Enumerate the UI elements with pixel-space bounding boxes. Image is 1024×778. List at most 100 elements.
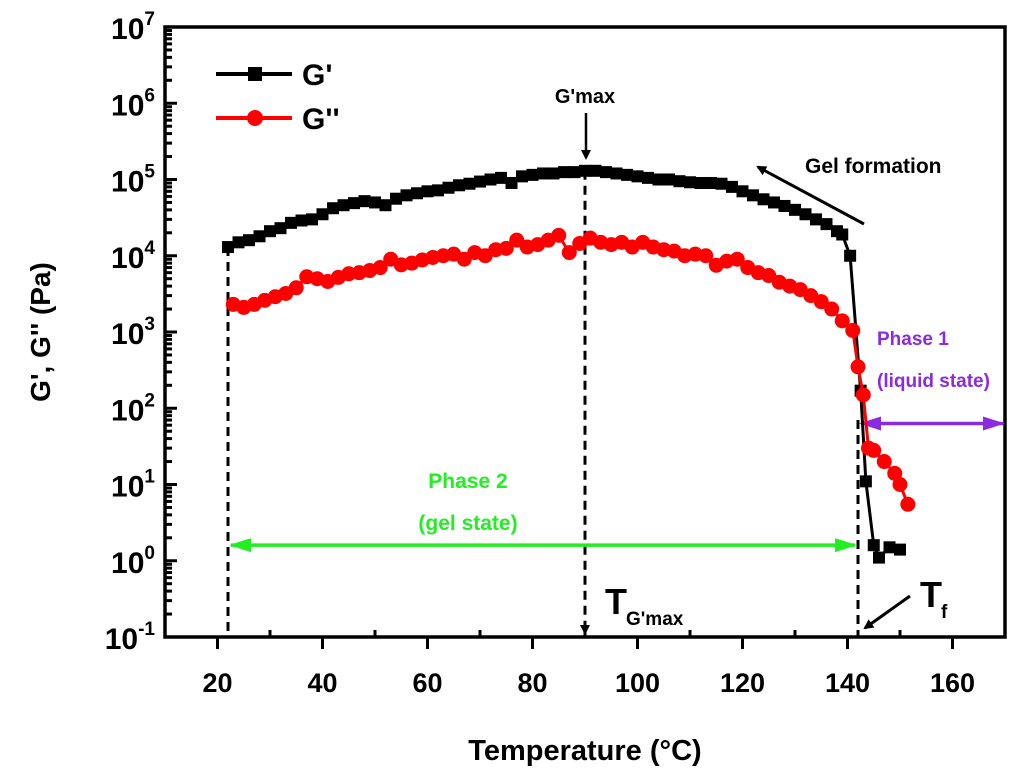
phase1-label: Phase 1	[877, 329, 949, 350]
g-double-prime-point	[372, 260, 388, 276]
g-double-prime-point	[561, 245, 577, 261]
g-prime-point	[411, 187, 423, 200]
y-tick-base: 10	[111, 166, 144, 199]
g-double-prime-point	[834, 313, 850, 329]
y-tick-label: 10-1	[105, 619, 156, 656]
g-prime-point	[379, 199, 392, 212]
gmax-label: G'max	[555, 86, 615, 108]
tf-label: T	[920, 574, 942, 615]
tf-subscript: f	[941, 602, 948, 623]
g-prime-point	[243, 234, 255, 247]
g-prime-point	[348, 197, 360, 210]
g-double-prime-point	[876, 454, 892, 470]
g-prime-point	[694, 176, 707, 189]
y-tick-base: 10	[111, 89, 144, 122]
legend-circle-marker	[247, 110, 263, 126]
y-tick-exponent: -1	[138, 619, 155, 640]
g-prime-point	[631, 170, 644, 183]
g-prime-point	[883, 541, 896, 554]
g-prime-point	[358, 195, 371, 208]
g-prime-point	[610, 167, 623, 180]
g-double-prime-point	[850, 359, 866, 375]
g-prime-point	[867, 539, 880, 552]
g-prime-point	[390, 192, 402, 205]
g-prime-point	[537, 167, 549, 180]
g-prime-point	[799, 208, 812, 221]
g-prime-point	[589, 164, 602, 177]
g-prime-point	[421, 185, 434, 198]
g-prime-point	[526, 168, 539, 181]
g-prime-point	[894, 543, 906, 556]
g-prime-point	[705, 176, 717, 189]
g-double-prime-point	[900, 496, 916, 512]
y-tick-base: 10	[111, 318, 144, 351]
gel-formation-arrow	[756, 165, 865, 226]
g-double-prime-point	[855, 387, 871, 403]
y-tick-exponent: 7	[144, 9, 155, 30]
g-prime-point	[568, 166, 581, 179]
y-tick-exponent: 5	[144, 162, 155, 183]
g-prime-point	[369, 196, 381, 209]
g-prime-point	[859, 475, 872, 488]
g-prime-point	[222, 241, 234, 254]
g-prime-point	[684, 176, 696, 189]
y-tick-base: 10	[111, 471, 144, 504]
phase2-sublabel: (gel state)	[418, 512, 517, 535]
g-prime-point	[484, 173, 497, 186]
x-axis-label: Temperature (°C)	[468, 735, 701, 767]
x-tick-label: 80	[517, 668, 547, 698]
g-prime-point	[789, 203, 801, 216]
g-prime-point	[474, 175, 486, 188]
g-prime-point	[295, 214, 308, 227]
g-prime-point	[463, 177, 476, 190]
g-prime-point	[642, 171, 654, 184]
g-prime-point	[663, 173, 675, 186]
g-prime-point	[453, 179, 465, 192]
g-double-prime-point	[498, 240, 514, 256]
tf-arrow	[863, 594, 911, 630]
g-double-prime-point	[845, 322, 861, 338]
y-tick-label: 104	[111, 238, 155, 275]
y-axis-label: G', G'' (Pa)	[25, 262, 56, 402]
g-prime-point	[400, 189, 413, 202]
g-prime-point	[558, 166, 570, 179]
g-prime-point	[316, 208, 329, 221]
g-prime-point	[844, 249, 857, 262]
g-double-prime-point	[729, 251, 745, 267]
g-prime-point	[621, 168, 633, 181]
g-prime-point	[820, 218, 833, 231]
y-tick-base: 10	[105, 623, 138, 656]
y-tick-label: 102	[111, 390, 155, 427]
t-gmax-label: T	[605, 581, 627, 622]
g-double-prime-point	[813, 294, 829, 310]
series-line-g-prime	[227, 169, 901, 561]
g-prime-point	[836, 228, 849, 241]
y-tick-label: 103	[111, 314, 155, 351]
x-tick-label: 40	[307, 668, 337, 698]
g-double-prime-point	[866, 442, 882, 458]
g-prime-point	[285, 216, 297, 229]
g-prime-point	[505, 176, 518, 189]
g-prime-point	[726, 180, 738, 193]
y-tick-label: 105	[111, 162, 155, 199]
legend-square-marker	[248, 67, 262, 81]
g-prime-point	[757, 193, 770, 206]
y-tick-exponent: 4	[144, 238, 155, 259]
g-prime-point	[579, 164, 591, 177]
g-prime-point	[778, 199, 791, 212]
y-tick-base: 10	[111, 547, 144, 580]
g-prime-point	[232, 236, 245, 249]
g-double-prime-point	[698, 248, 714, 264]
y-tick-base: 10	[111, 242, 144, 275]
y-tick-exponent: 3	[144, 314, 155, 335]
g-prime-point	[337, 199, 350, 212]
g-double-prime-point	[288, 280, 304, 296]
g-prime-point	[495, 171, 507, 184]
x-tick-label: 20	[202, 668, 232, 698]
g-prime-point	[652, 173, 665, 186]
x-tick-label: 120	[720, 668, 765, 698]
y-tick-label: 101	[111, 467, 155, 504]
g-prime-point	[274, 222, 287, 235]
g-prime-point	[873, 551, 885, 564]
